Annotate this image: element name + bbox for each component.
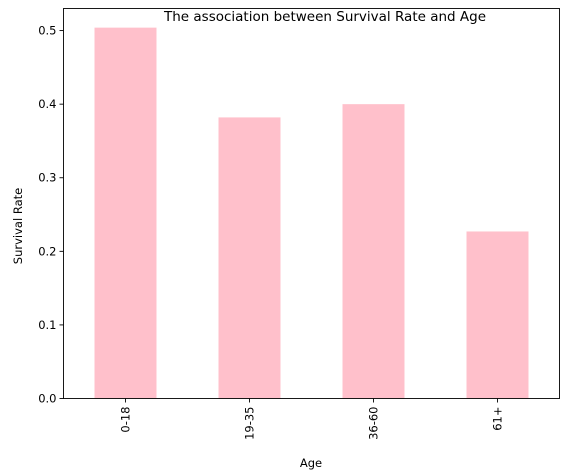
bars-group	[94, 27, 529, 399]
bar-61+	[466, 231, 529, 399]
y-tick-label: 0.1	[38, 318, 56, 332]
bar-36-60	[342, 104, 405, 399]
y-tick-label: 0.3	[38, 171, 56, 185]
y-tick-label: 0.4	[38, 97, 56, 111]
x-tick-label: 61+	[491, 407, 505, 431]
x-axis-label: Age	[300, 456, 322, 470]
bar-0-18	[94, 27, 157, 399]
y-axis-label: Survival Rate	[11, 188, 25, 264]
y-tick-label: 0.0	[38, 392, 56, 406]
bar-19-35	[218, 117, 281, 399]
y-tick-label: 0.2	[38, 244, 56, 258]
x-tick-label: 0-18	[119, 407, 133, 433]
x-axis: 0-18 19-35 36-60 61+	[119, 398, 505, 440]
chart-title: The association between Survival Rate an…	[163, 9, 486, 25]
x-tick-label: 36-60	[367, 407, 381, 440]
plot-frame	[63, 8, 560, 399]
y-tick-label: 0.5	[38, 24, 56, 38]
y-axis: 0.0 0.1 0.2 0.3 0.4 0.5	[38, 24, 64, 406]
x-tick-label: 19-35	[243, 407, 257, 440]
